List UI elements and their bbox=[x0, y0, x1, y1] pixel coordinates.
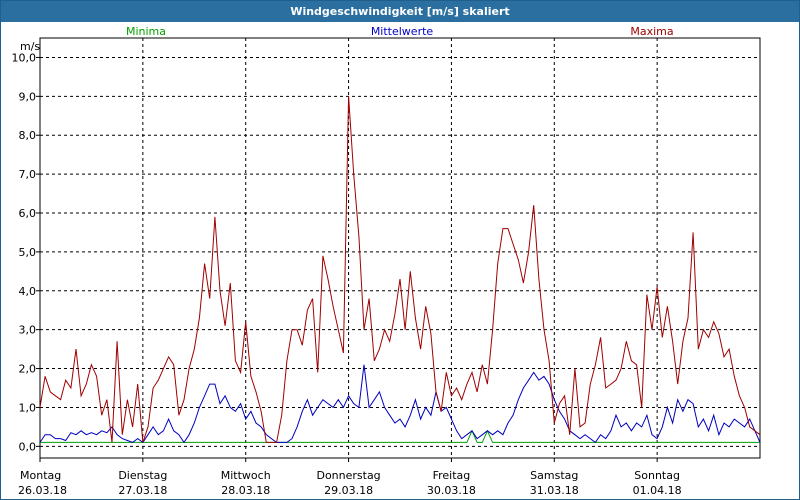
y-tick-label: 7,0 bbox=[19, 168, 37, 181]
y-tick-label: 3,0 bbox=[19, 324, 37, 337]
y-tick-label: 2,0 bbox=[19, 363, 37, 376]
x-tick-day: Samstag bbox=[530, 469, 578, 482]
y-tick-label: 0,0 bbox=[19, 440, 37, 453]
plot-area bbox=[39, 37, 761, 459]
x-tick-day: Dienstag bbox=[118, 469, 167, 482]
series-line-minima bbox=[40, 429, 760, 443]
legend: Minima Mittelwerte Maxima bbox=[126, 25, 674, 38]
x-tick-day: Montag bbox=[20, 469, 61, 482]
y-axis: 0,0 1,0 2,0 3,0 4,0 5,0 6,0 7,0 8,0 9,0 10,0m/s bbox=[12, 40, 41, 453]
y-tick-label: 6,0 bbox=[19, 207, 37, 220]
x-tick-date: 30.03.18 bbox=[427, 484, 476, 497]
legend-item-maxima: Maxima bbox=[630, 25, 673, 38]
x-tick-day: Freitag bbox=[433, 469, 471, 482]
x-tick-date: 26.03.18 bbox=[18, 484, 67, 497]
x-tick-date: 27.03.18 bbox=[118, 484, 167, 497]
x-tick-day: Mittwoch bbox=[221, 469, 271, 482]
y-tick-label: 4,0 bbox=[19, 285, 37, 298]
y-tick-label: 1,0 bbox=[19, 401, 37, 414]
legend-item-minima: Minima bbox=[126, 25, 166, 38]
window-title: Windgeschwindigkeit [m/s] skaliert bbox=[1, 1, 799, 22]
series-lines bbox=[39, 96, 761, 444]
x-axis: Montag 26.03.18 Dienstag 27.03.18 Mittwoch 28… bbox=[18, 458, 682, 497]
series-line-maxima bbox=[39, 96, 761, 443]
x-tick-day: Sonntag bbox=[634, 469, 680, 482]
legend-item-mittelwerte: Mittelwerte bbox=[371, 25, 434, 38]
x-tick-day: Donnerstag bbox=[316, 469, 380, 482]
y-tick-label: 9,0 bbox=[19, 90, 37, 103]
grid bbox=[40, 38, 760, 458]
y-axis-label: m/s bbox=[20, 40, 40, 53]
y-tick-label: 10,0 bbox=[12, 51, 37, 64]
y-tick-label: 5,0 bbox=[19, 246, 37, 259]
x-tick-date: 31.03.18 bbox=[530, 484, 579, 497]
y-tick-label: 8,0 bbox=[19, 129, 37, 142]
x-tick-date: 29.03.18 bbox=[324, 484, 373, 497]
x-tick-date: 01.04.18 bbox=[633, 484, 682, 497]
series-line-mittelwerte bbox=[39, 364, 761, 444]
x-tick-date: 28.03.18 bbox=[221, 484, 270, 497]
